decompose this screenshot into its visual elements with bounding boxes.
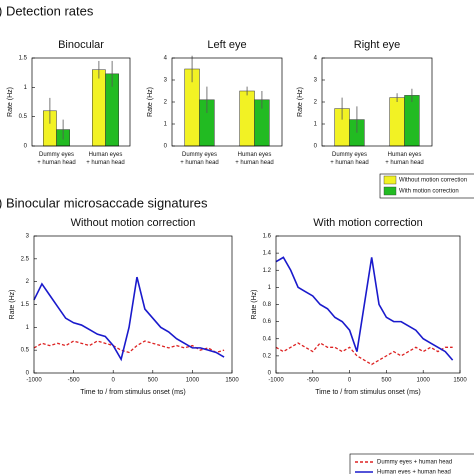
legend-swatch [383, 186, 397, 196]
y-tick-label: 3 [26, 234, 30, 240]
x-tick-label: 0 [348, 378, 352, 384]
bar [389, 97, 405, 147]
series-line [33, 340, 225, 354]
y-axis-label: Rate (Hz) [147, 87, 154, 117]
y-tick-label: 1.5 [19, 56, 28, 62]
section-title: ) Binocular microsaccade signatures [0, 195, 208, 210]
chart-title: Binocular [58, 39, 104, 51]
legend-label: Without motion correction [399, 178, 467, 184]
x-tick-label: 1000 [417, 378, 431, 384]
y-tick-label: 3 [314, 78, 318, 84]
y-tick-label: 3 [164, 78, 168, 84]
y-tick-label: 1.5 [21, 302, 30, 308]
y-tick-label: 0 [26, 371, 30, 377]
y-tick-label: 2.5 [21, 256, 30, 262]
y-tick-label: 2 [26, 279, 30, 285]
y-axis-label: Rate (Hz) [297, 87, 304, 117]
y-tick-label: 2 [164, 100, 168, 106]
y-tick-label: 0 [268, 371, 272, 377]
x-tick-label: 1500 [225, 378, 239, 384]
x-tick-label: 500 [148, 378, 159, 384]
x-tick-label: 500 [381, 378, 392, 384]
y-axis-label: Rate (Hz) [7, 87, 14, 117]
x-tick-label: -1000 [26, 378, 42, 384]
y-axis-label: Rate (Hz) [251, 290, 258, 320]
x-tick-label: -500 [68, 378, 81, 384]
plot-frame [321, 57, 433, 147]
y-tick-label: 0 [24, 144, 28, 150]
x-tick-label: Dummy eyes + human head [37, 152, 76, 166]
y-tick-label: 4 [314, 56, 318, 62]
chart-title: Without motion correction [71, 217, 196, 229]
y-tick-label: 0.8 [263, 302, 272, 308]
x-tick-label: 1000 [186, 378, 200, 384]
legend-box [349, 453, 474, 474]
y-tick-label: 4 [164, 56, 168, 62]
x-tick-label: Human eyes + human head [235, 152, 274, 166]
y-tick-label: 0 [314, 144, 318, 150]
y-tick-label: 1 [24, 85, 28, 91]
x-tick-label: -1000 [268, 378, 284, 384]
x-tick-label: -500 [307, 378, 320, 384]
x-tick-label: Dummy eyes + human head [180, 152, 219, 166]
plot-frame [275, 235, 461, 374]
legend-label: With motion correction [399, 189, 459, 195]
chart-title: With motion correction [313, 217, 422, 229]
plot-frame [171, 57, 283, 147]
x-tick-label: 1500 [453, 378, 467, 384]
bar [404, 95, 420, 147]
x-axis-label: Time to / from stimulus onset (ms) [80, 389, 186, 396]
y-tick-label: 1 [164, 122, 168, 128]
x-tick-label: 0 [112, 378, 116, 384]
y-tick-label: 0 [164, 144, 168, 150]
series-line [33, 276, 225, 362]
x-tick-label: Human eyes + human head [86, 152, 125, 166]
y-tick-label: 0.5 [19, 114, 28, 120]
y-tick-label: 0.6 [263, 319, 272, 325]
legend-swatch [383, 175, 397, 185]
y-tick-label: 1.2 [263, 268, 272, 274]
bar [239, 90, 255, 147]
x-tick-label: Dummy eyes + human head [330, 152, 369, 166]
x-axis-label: Time to / from stimulus onset (ms) [315, 389, 421, 396]
y-tick-label: 0.5 [21, 348, 30, 354]
section-title: ) Detection rates [0, 3, 94, 18]
x-tick-label: Human eyes + human head [385, 152, 424, 166]
legend-label: Dummy eyes + human head [377, 460, 452, 466]
y-tick-label: 1 [314, 122, 318, 128]
series-line [275, 342, 453, 366]
bar [92, 69, 106, 147]
y-tick-label: 1 [26, 325, 30, 331]
y-tick-label: 0.2 [263, 353, 272, 359]
chart-title: Left eye [207, 39, 246, 51]
y-tick-label: 2 [314, 100, 318, 106]
series-line [275, 256, 454, 361]
y-axis-label: Rate (Hz) [9, 290, 16, 320]
legend-label: Human eyes + human head [377, 470, 451, 474]
y-tick-label: 1.6 [263, 234, 272, 240]
chart-title: Right eye [354, 39, 400, 51]
plot-frame [31, 57, 131, 147]
y-tick-label: 0.4 [263, 336, 272, 342]
y-tick-label: 1.4 [263, 251, 272, 257]
y-tick-label: 1 [268, 285, 272, 291]
plot-frame [33, 235, 233, 374]
